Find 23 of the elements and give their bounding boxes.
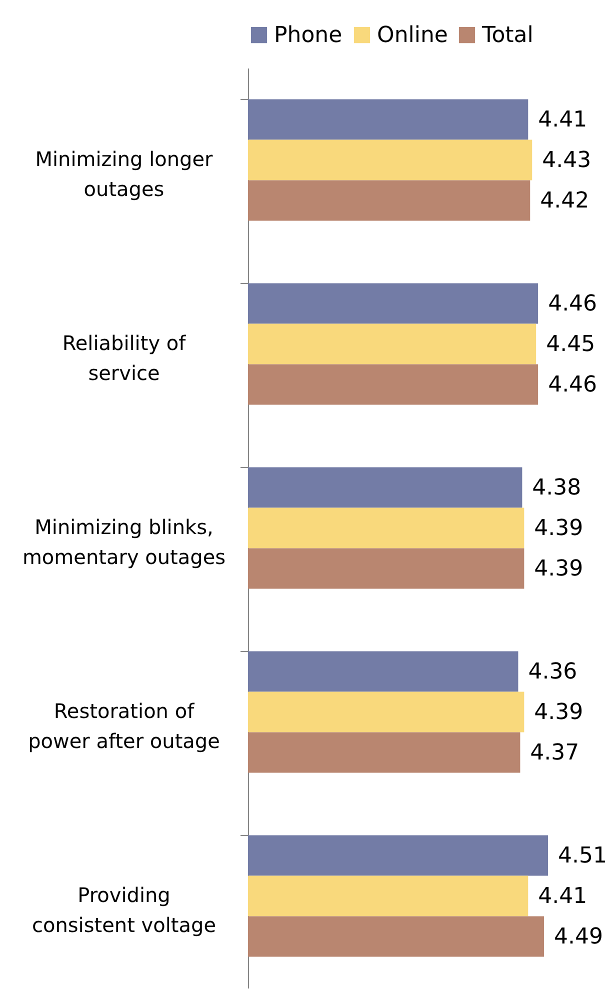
data-label: 4.41 [538, 108, 588, 133]
data-label: 4.37 [530, 740, 580, 766]
data-label: 4.45 [546, 332, 596, 357]
legend-label: Phone [274, 23, 342, 48]
y-tick-label: Restoration of power after outage [28, 699, 220, 753]
data-label: 4.39 [534, 700, 584, 725]
legend-label: Total [481, 23, 534, 48]
legend-label: Online [377, 23, 448, 48]
y-tick-label: Providing consistent voltage [32, 883, 216, 937]
y-tick-label: Minimizing longer outages [35, 147, 214, 201]
data-label: 4.39 [534, 516, 584, 541]
data-label: 4.46 [548, 292, 598, 317]
data-label: 4.49 [554, 924, 604, 950]
data-label: 4.39 [534, 556, 584, 582]
data-label: 4.36 [528, 660, 578, 685]
data-label: 4.51 [558, 844, 607, 869]
data-label: 4.41 [538, 884, 588, 909]
data-label: 4.42 [540, 188, 590, 214]
data-label: 4.38 [532, 476, 582, 501]
y-tick-label: Minimizing blinks, momentary outages [22, 515, 226, 569]
data-label: 4.43 [542, 148, 592, 173]
y-tick-label: Reliability of service [62, 331, 187, 385]
data-label: 4.46 [548, 372, 598, 398]
